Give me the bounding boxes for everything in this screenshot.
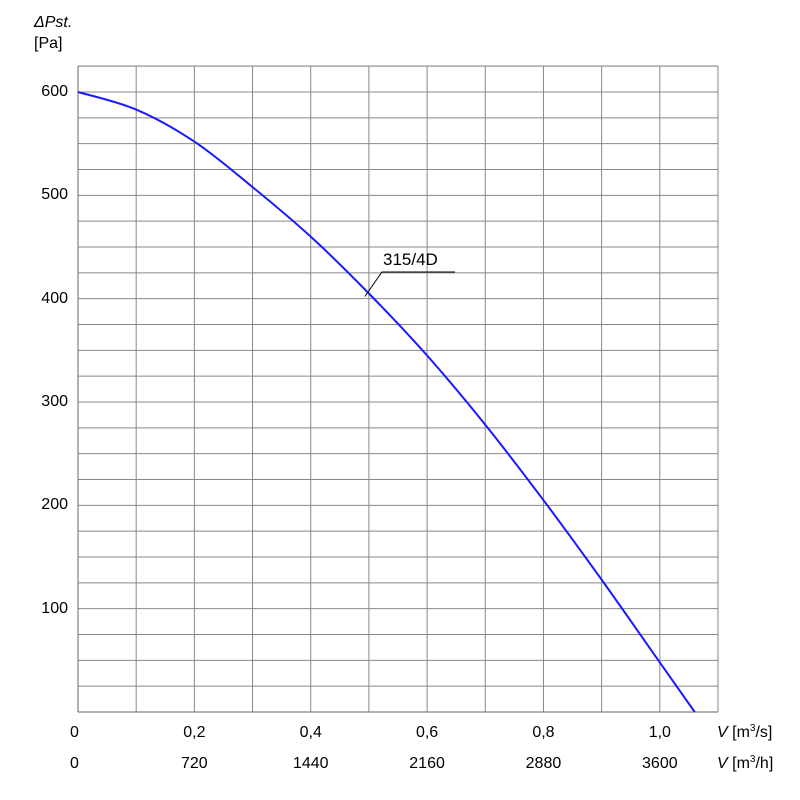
x-tick-label: 2880 [525,755,562,772]
x-tick-label: 0,2 [183,724,206,741]
axes [77,66,718,713]
y-tick-label: 100 [41,599,68,617]
y-tick-label: 400 [41,289,68,307]
y-axis-symbol: ΔPst. [34,14,73,31]
x-tick-label: 0 [70,755,79,772]
x-tick-label: 0,8 [532,724,555,741]
curve-annotation [364,271,455,297]
y-tick-label: 600 [41,83,68,100]
x-tick-label: 720 [181,755,208,772]
x-tick-label: 0 [70,724,79,741]
x-tick-label: 0,4 [299,724,322,741]
y-tick-label: 200 [41,496,68,514]
x-axis-label-m3h: V [m3/h] [717,754,774,773]
x-tick-label: 2160 [409,755,445,772]
x-tick-label: 1,0 [648,724,671,741]
x-tick-label: 0,6 [415,724,439,741]
x-tick-label: 1440 [292,755,329,772]
y-axis-unit: [Pa] [34,35,63,52]
y-tick-label: 300 [41,393,68,410]
series-line-315-4d [77,91,696,713]
grid-lines [78,65,719,712]
x-tick-label: 3600 [642,755,678,772]
x-axis-label-m3s: V [m3/s] [717,723,773,742]
series-layer [77,91,696,713]
annotation-leader [364,271,455,297]
y-tick-label: 500 [41,186,68,204]
series-label-315-4d: 315/4D [383,250,438,269]
